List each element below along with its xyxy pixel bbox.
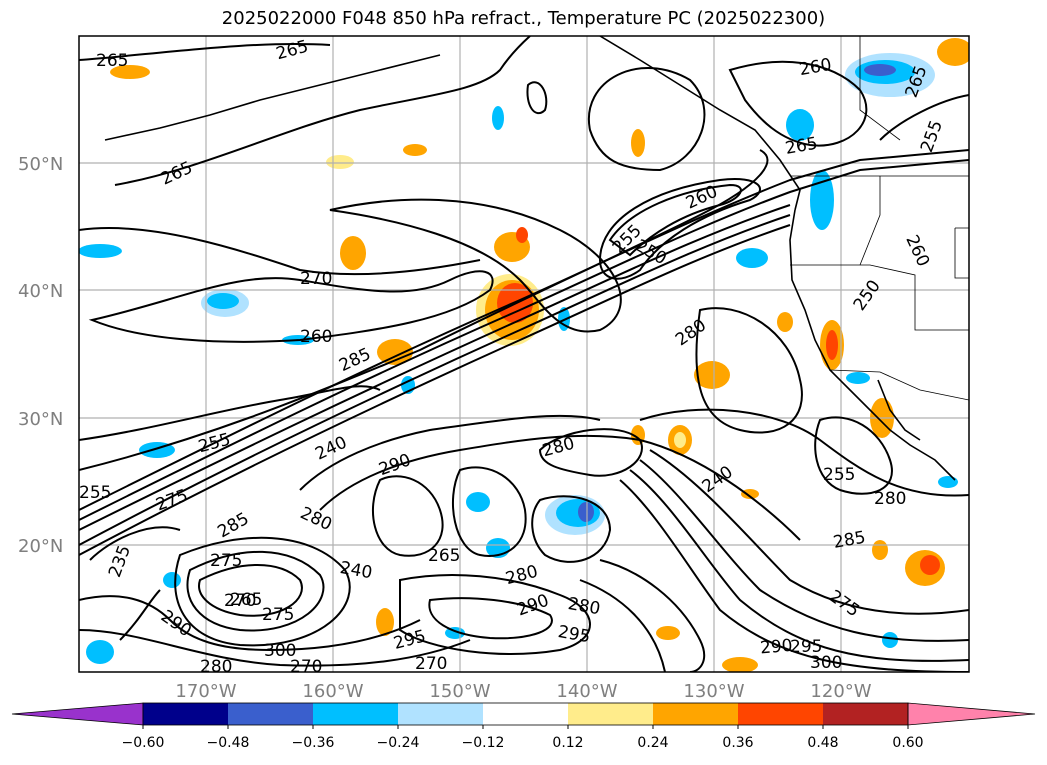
lon-label-150w: 150°W bbox=[429, 681, 490, 702]
lat-label-30n: 30°N bbox=[18, 409, 63, 430]
map-frame bbox=[78, 35, 970, 673]
shade-blob bbox=[736, 248, 768, 268]
contour-label: 300 bbox=[264, 641, 296, 661]
colorbar-segment bbox=[823, 703, 908, 725]
colorbar-tick-label: −0.36 bbox=[292, 735, 335, 751]
colorbar: −0.60 −0.48 −0.36 −0.24 −0.12 0.12 0.24 0.36 0.4… bbox=[11, 702, 1036, 751]
shade-blob bbox=[882, 632, 898, 648]
lon-label-130w: 130°W bbox=[683, 681, 744, 702]
lon-label-160w: 160°W bbox=[302, 681, 363, 702]
lon-label-170w: 170°W bbox=[175, 681, 236, 702]
lon-label-120w: 120°W bbox=[810, 681, 871, 702]
colorbar-extend-low bbox=[11, 702, 144, 726]
shade-blob bbox=[207, 293, 239, 309]
longitude-labels: 170°W 160°W 150°W 140°W 130°W 120°W bbox=[175, 681, 871, 702]
shade-blob bbox=[694, 361, 730, 389]
shade-blob bbox=[938, 476, 958, 488]
contour-label: 265 bbox=[96, 51, 128, 71]
shade-blob bbox=[516, 227, 528, 243]
shade-blob bbox=[777, 312, 793, 332]
shade-blob bbox=[340, 236, 366, 270]
colorbar-tick-label: −0.60 bbox=[122, 735, 165, 751]
contour-label: 255 bbox=[823, 465, 855, 485]
colorbar-tick-label: −0.24 bbox=[377, 735, 420, 751]
shade-blob bbox=[674, 432, 686, 448]
shade-blob bbox=[377, 339, 413, 365]
shade-blob bbox=[937, 38, 969, 66]
colorbar-tick-label: 0.36 bbox=[722, 735, 753, 751]
contour-label: 290 bbox=[759, 636, 793, 659]
latitude-labels: 50°N 40°N 30°N 20°N bbox=[18, 154, 63, 557]
contour-label: 300 bbox=[810, 653, 842, 673]
contour-label: 270 bbox=[415, 654, 447, 674]
anomaly-shading bbox=[79, 38, 969, 672]
colorbar-tick-label: −0.48 bbox=[207, 735, 250, 751]
contour-label: 280 bbox=[200, 657, 232, 677]
colorbar-segment bbox=[483, 703, 568, 725]
contour-label: 255 bbox=[79, 483, 111, 503]
shade-blob bbox=[86, 640, 114, 664]
contour-label: 265 bbox=[230, 590, 262, 610]
contour-label: 275 bbox=[262, 605, 294, 625]
shade-blob bbox=[578, 502, 594, 522]
colorbar-tick-label: 0.48 bbox=[807, 735, 838, 751]
map-title: 2025022000 F048 850 hPa refract., Temper… bbox=[221, 8, 826, 29]
lat-label-20n: 20°N bbox=[18, 536, 63, 557]
contour-label: 280 bbox=[874, 489, 906, 509]
lon-label-140w: 140°W bbox=[556, 681, 617, 702]
shade-blob bbox=[864, 64, 896, 76]
coastlines bbox=[104, 36, 969, 481]
temperature-contours bbox=[79, 36, 969, 672]
shade-blob bbox=[79, 244, 122, 258]
colorbar-tick-label: 0.12 bbox=[552, 735, 583, 751]
colorbar-tick-label: −0.12 bbox=[462, 735, 505, 751]
shade-blob bbox=[110, 65, 150, 79]
contour-label: 270 bbox=[300, 269, 332, 289]
colorbar-tick-label: 0.60 bbox=[892, 735, 923, 751]
contour-label: 265 bbox=[428, 546, 460, 566]
shade-blob bbox=[403, 144, 427, 156]
lat-label-40n: 40°N bbox=[18, 281, 63, 302]
shade-blob bbox=[741, 489, 759, 499]
colorbar-frame bbox=[142, 702, 909, 726]
shade-blob bbox=[326, 155, 354, 169]
contour-label: 275 bbox=[210, 551, 242, 571]
contour-label: 270 bbox=[290, 657, 322, 677]
shade-blob bbox=[492, 106, 504, 130]
shade-blob bbox=[920, 555, 940, 575]
colorbar-extend-high bbox=[907, 702, 1036, 726]
contour-label: 270 bbox=[224, 591, 256, 611]
map-area bbox=[79, 36, 969, 672]
shade-blob bbox=[466, 492, 490, 512]
colorbar-segment bbox=[568, 703, 653, 725]
shade-blob bbox=[826, 330, 838, 360]
contour-label: 295 bbox=[790, 637, 822, 657]
shade-blob bbox=[722, 657, 758, 672]
colorbar-segment bbox=[398, 703, 483, 725]
colorbar-segment bbox=[228, 703, 313, 725]
shade-blob bbox=[786, 109, 814, 141]
shade-blob bbox=[163, 572, 181, 588]
shade-blob bbox=[631, 129, 645, 157]
lat-label-50n: 50°N bbox=[18, 154, 63, 175]
shade-blob bbox=[656, 626, 680, 640]
colorbar-segment bbox=[653, 703, 738, 725]
colorbar-segment bbox=[313, 703, 398, 725]
shade-blob bbox=[376, 608, 394, 636]
colorbar-tick-label: 0.24 bbox=[637, 735, 668, 751]
shade-blob bbox=[810, 170, 834, 230]
shade-blob bbox=[872, 540, 888, 560]
colorbar-segment bbox=[738, 703, 823, 725]
shade-blob bbox=[846, 372, 870, 384]
colorbar-segment bbox=[143, 703, 228, 725]
contour-label: 260 bbox=[300, 327, 332, 347]
